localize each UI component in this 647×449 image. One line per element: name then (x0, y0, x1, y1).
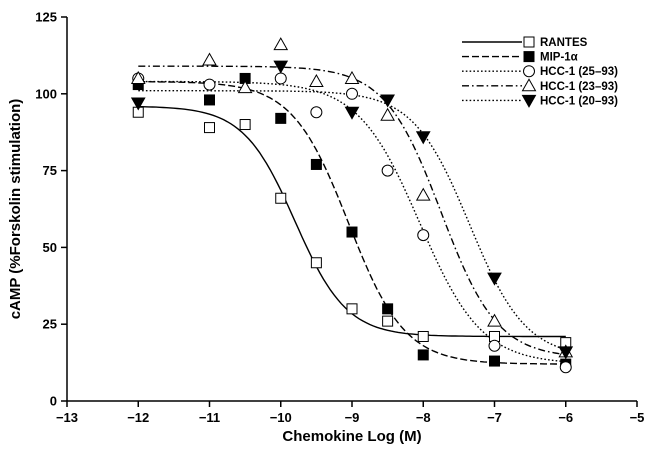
data-point (273, 37, 289, 51)
data-point (487, 313, 502, 327)
data-point (310, 158, 322, 170)
y-tick-label: 75 (43, 163, 57, 178)
data-point (417, 330, 429, 342)
y-tick-label: 25 (43, 317, 57, 332)
x-axis-title: Chemokine Log (M) (282, 428, 421, 445)
fit-curve (138, 80, 566, 365)
data-point (346, 303, 358, 315)
data-point (344, 106, 360, 120)
data-point (237, 80, 253, 94)
fit-curve (138, 105, 566, 338)
data-point (346, 226, 358, 238)
data-point (344, 70, 360, 84)
legend-label: HCC-1 (25–93) (540, 66, 618, 78)
legend-marker (523, 36, 535, 48)
x-tick-label: −12 (127, 410, 149, 425)
data-point (239, 119, 251, 131)
data-point (203, 78, 216, 91)
data-point (487, 272, 502, 286)
data-point (275, 112, 287, 124)
data-point (382, 315, 394, 327)
legend-marker (523, 51, 535, 63)
data-point (415, 131, 431, 145)
data-point (415, 187, 431, 201)
data-point (130, 70, 146, 84)
data-point (310, 257, 322, 269)
legend: RANTES MIP-1α HCC-1 (25–93) HCC-1 (23–93) HC… (462, 36, 618, 108)
data-point (558, 346, 574, 360)
legend-label: RANTES (540, 37, 588, 49)
data-point (309, 73, 324, 88)
data-point (310, 106, 323, 119)
x-tick-label: −6 (558, 410, 573, 425)
y-tick-label: 50 (43, 240, 57, 255)
legend-marker (521, 78, 537, 92)
data-point (346, 87, 358, 100)
legend-marker (523, 65, 535, 78)
y-tick-label: 0 (50, 394, 57, 409)
legend-label: HCC-1 (20–93) (540, 95, 618, 107)
tick-group: −13 −12 −11 −10 −9 −8 −7 −6 −5 0 25 50 75 100 125 (35, 10, 644, 426)
x-tick-label: −7 (487, 410, 502, 425)
data-point (489, 355, 500, 367)
data-point (488, 339, 501, 352)
y-axis-title: cAMP (%Forskolin stimulation) (7, 99, 24, 320)
data-point (381, 164, 394, 177)
data-point (202, 52, 217, 66)
x-tick-label: −5 (630, 410, 645, 425)
legend-label: MIP-1α (540, 52, 578, 64)
marker-group (130, 37, 574, 374)
y-tick-label: 100 (35, 86, 57, 101)
data-point (380, 107, 395, 121)
x-tick-label: −10 (270, 410, 292, 425)
data-point (130, 97, 146, 111)
data-point (275, 192, 287, 204)
y-tick-label: 125 (35, 10, 57, 25)
data-point (417, 229, 430, 242)
x-tick-label: −13 (56, 410, 78, 425)
data-point (382, 303, 394, 315)
data-point (204, 122, 215, 134)
legend-label: HCC-1 (23–93) (540, 81, 618, 93)
data-point (273, 60, 289, 74)
x-tick-label: −8 (416, 410, 431, 425)
data-point (204, 94, 215, 106)
x-tick-label: −9 (345, 410, 360, 425)
data-point (559, 361, 572, 374)
data-point (274, 72, 287, 85)
legend-marker (521, 94, 537, 108)
data-point (380, 94, 395, 108)
fit-curve (138, 80, 566, 363)
x-tick-label: −11 (199, 410, 220, 425)
data-point (417, 349, 429, 361)
